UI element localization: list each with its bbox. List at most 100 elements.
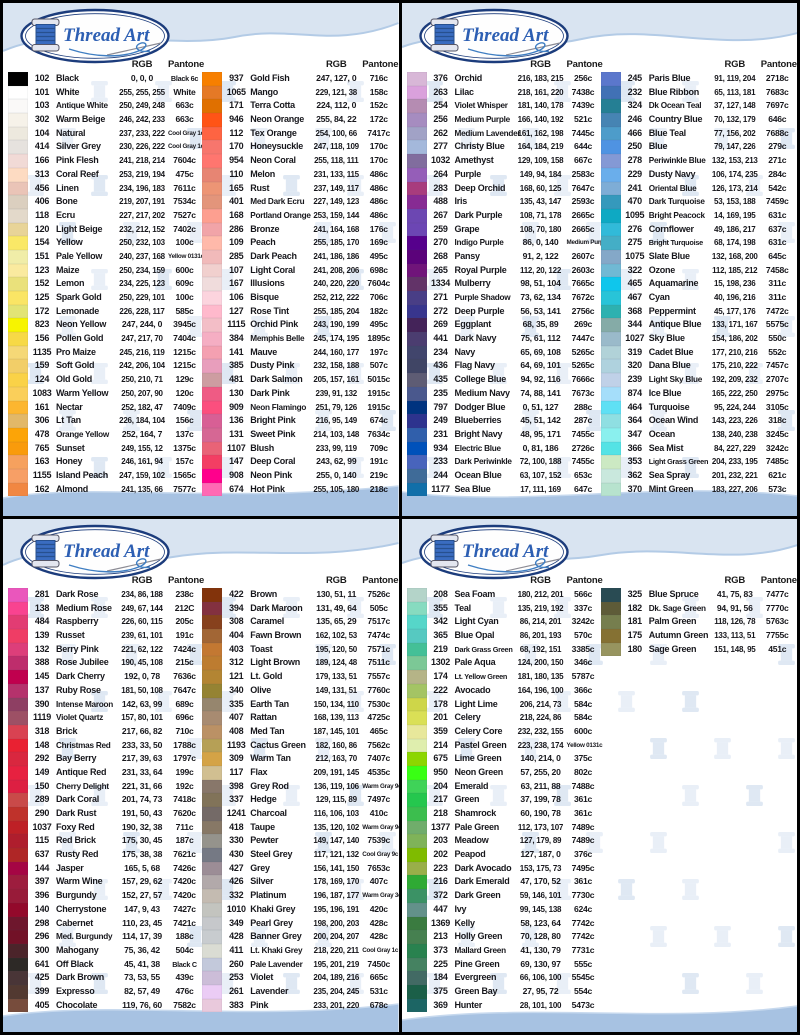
pantone-value: 428c [369, 931, 388, 942]
table-row: 319 Cadet Blue 177, 210, 216 552c [600, 345, 795, 360]
color-number: 201 [433, 712, 448, 723]
color-number: 425 [34, 972, 50, 983]
table-row: 908 Neon Pink 255, 0, 140 219c [202, 468, 396, 483]
color-swatch [8, 889, 28, 903]
pantone-value: 3945c [173, 319, 196, 330]
color-number: 441 [433, 333, 448, 344]
color-swatch [406, 345, 427, 360]
pantone-value: 7665c [571, 278, 595, 289]
column-header-row: RGB Pantone [601, 55, 797, 70]
color-number: 178 [433, 698, 448, 709]
color-name: Ruby Rose [56, 684, 101, 695]
pantone-value: 570c [573, 630, 593, 641]
color-number: 330 [229, 835, 244, 846]
pantone-value: 495c [369, 319, 388, 330]
color-name: Meadow [454, 835, 489, 846]
color-swatch [600, 113, 621, 127]
color-swatch [202, 916, 223, 931]
color-swatch [202, 656, 223, 671]
color-swatch [202, 85, 223, 100]
color-swatch [202, 670, 223, 684]
color-number: 375 [433, 985, 448, 996]
pantone-value: 637c [768, 223, 787, 234]
rgb-value: 86, 0, 140 [522, 237, 559, 248]
color-number: 428 [229, 931, 244, 942]
pantone-value: 7557c [367, 671, 391, 682]
color-swatch [600, 615, 621, 630]
rgb-value: 86, 214, 201 [519, 617, 562, 627]
rgb-value: 162, 102, 53 [315, 631, 358, 641]
table-row: 267 Dark Purple 108, 71, 178 2665c [406, 208, 601, 223]
pantone-value: 465c [369, 725, 388, 736]
rgb-value: 192, 0, 78 [124, 671, 160, 682]
color-number: 289 [34, 794, 50, 805]
color-number: 467 [627, 292, 643, 302]
pantone-value: 2593c [571, 196, 595, 207]
color-number: 320 [627, 360, 643, 371]
rgb-value: 168, 60, 125 [519, 183, 562, 193]
color-name: Blue Opal [454, 630, 495, 641]
rgb-value: 227, 217, 202 [119, 210, 165, 220]
color-number: 286 [229, 223, 244, 234]
table-row: 637 Rusty Red 175, 38, 38 7621c [8, 848, 202, 862]
table-row: 289 Dark Coral 201, 74, 73 7418c [8, 793, 202, 807]
color-swatch [600, 373, 621, 387]
pantone-column-header: Pantone [566, 59, 603, 70]
color-swatch [202, 971, 223, 985]
table-row: 172 Lemonade 226, 228, 117 585c [8, 304, 202, 319]
table-row: 342 Light Cyan 86, 214, 201 3242c [406, 615, 601, 630]
table-row: 383 Pink 233, 201, 220 678c [202, 998, 396, 1013]
color-swatch [406, 126, 427, 141]
color-swatch [8, 291, 28, 305]
color-number: 399 [34, 985, 50, 996]
color-swatch [406, 99, 427, 114]
table-row: 1107 Blush 233, 99, 119 709c [202, 441, 396, 456]
logo-text: Thread Art [462, 25, 549, 46]
rgb-value: 94, 92, 116 [520, 374, 561, 385]
rgb-value: 232, 158, 188 [313, 361, 360, 371]
pantone-value: 7455c [571, 456, 595, 467]
color-number: 1135 [32, 346, 52, 357]
pantone-value: 716c [369, 73, 388, 83]
rgb-value: 175, 210, 222 [711, 361, 758, 371]
table-row: 115 Red Brick 175, 30, 45 187c [8, 834, 202, 849]
color-name: Caramel [250, 616, 285, 627]
color-number: 115 [35, 835, 49, 846]
color-name: Blush [250, 442, 275, 453]
color-name: Almond [56, 483, 88, 494]
rgb-value: 164, 184, 219 [517, 142, 564, 152]
table-row: 213 Holly Green 70, 128, 80 7742c [406, 930, 601, 944]
rgb-value: 91, 2, 122 [522, 250, 559, 261]
rgb-value: 209, 191, 145 [313, 767, 360, 777]
rgb-value: 147, 9, 43 [124, 903, 160, 914]
color-number: 1334 [430, 278, 451, 289]
color-name: Antique Blue [648, 319, 702, 330]
color-name: Avocado [454, 684, 491, 695]
color-name: Antique White [56, 101, 108, 111]
rgb-value: 150, 134, 110 [313, 699, 360, 709]
pantone-value: 584c [573, 698, 593, 709]
color-swatch [202, 332, 223, 346]
rgb-value: 73, 62, 134 [520, 292, 561, 302]
table-row: 145 Dark Cherry 192, 0, 78 7636c [8, 670, 202, 684]
color-name: Dk. Sage Green [648, 603, 706, 613]
table-row: 388 Rose Jubilee 190, 45, 108 215c [8, 656, 202, 671]
rgb-value: 74, 88, 141 [520, 387, 561, 398]
color-name: Dark Cherry [56, 671, 105, 682]
color-name: Cactus Green [250, 739, 306, 750]
color-swatch [406, 848, 427, 862]
pantone-value: 486c [369, 182, 388, 193]
color-number: 641 [34, 958, 50, 969]
table-row: 124 Old Gold 250, 210, 71 129c [8, 373, 202, 387]
pantone-value: 7459c [765, 196, 789, 207]
color-number: 394 [229, 602, 244, 613]
table-row: 137 Ruby Rose 181, 50, 108 7647c [8, 683, 202, 698]
pantone-value: 366c [573, 684, 593, 695]
rgb-value: 226, 228, 117 [119, 306, 165, 316]
color-number: 430 [229, 849, 244, 860]
color-name: Chocolate [56, 999, 98, 1010]
color-swatch [406, 113, 427, 127]
color-name: Green Bay [454, 985, 498, 996]
rgb-value: 45, 41, 38 [124, 958, 160, 969]
color-number: 332 [229, 890, 244, 901]
